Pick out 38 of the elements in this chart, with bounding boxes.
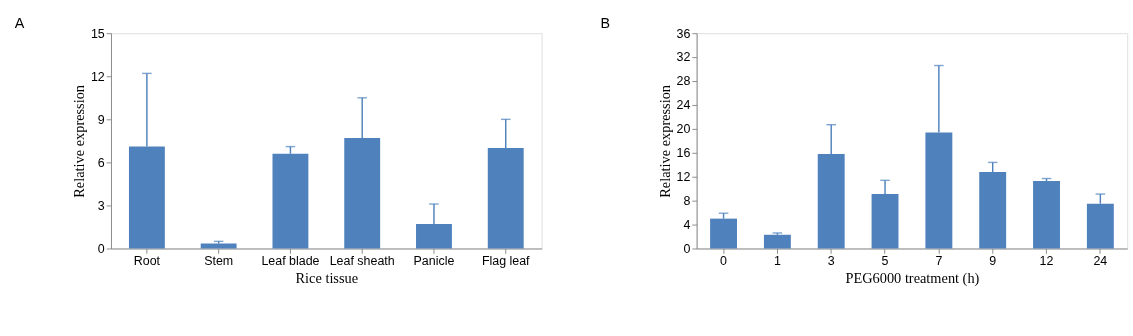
x-tick-label: 12 — [1039, 254, 1054, 269]
x-tick-label: 9 — [989, 254, 997, 269]
bar — [763, 234, 791, 249]
y-tick-label: 6 — [97, 155, 105, 170]
y-tick-label: 0 — [97, 241, 105, 256]
y-tick-label: 0 — [683, 241, 691, 256]
y-tick-label: 3 — [97, 198, 105, 213]
y-tick-label: 4 — [683, 217, 691, 232]
y-tick-label: 16 — [676, 146, 691, 161]
y-tick-label: 32 — [676, 50, 691, 65]
x-tick-label: Panicle — [413, 254, 455, 269]
x-tick-label: 24 — [1093, 254, 1108, 269]
y-tick-label: 15 — [90, 26, 105, 41]
x-tick-label: 7 — [935, 254, 943, 269]
y-tick-label: 28 — [676, 74, 691, 89]
x-tick-label: Stem — [204, 254, 234, 269]
x-tick-label: 0 — [720, 254, 728, 269]
x-tick-label: Root — [133, 254, 161, 269]
y-tick-label: 12 — [90, 69, 105, 84]
y-axis-title: Relative expression — [656, 84, 673, 198]
x-tick-label: 5 — [881, 254, 889, 269]
x-tick-label: 3 — [827, 254, 835, 269]
bar — [710, 218, 738, 249]
x-tick-label: Leaf sheath — [329, 254, 395, 269]
y-tick-label: 20 — [676, 122, 691, 137]
y-tick-label: 8 — [683, 193, 691, 208]
y-tick-label: 36 — [676, 26, 691, 41]
y-tick-label: 24 — [676, 98, 691, 113]
x-tick-label: 1 — [773, 254, 781, 269]
chart-title: A — [14, 15, 25, 32]
x-tick-label: Flag leaf — [481, 254, 531, 269]
y-tick-label: 12 — [676, 170, 691, 185]
x-axis-title: Rice tissue — [295, 270, 359, 287]
x-axis-title: PEG6000 treatment (h) — [845, 270, 980, 288]
x-tick-label: Leaf blade — [261, 254, 320, 269]
chart-title: B — [600, 15, 611, 32]
y-tick-label: 9 — [97, 112, 105, 127]
y-axis-title: Relative expression — [71, 84, 88, 198]
